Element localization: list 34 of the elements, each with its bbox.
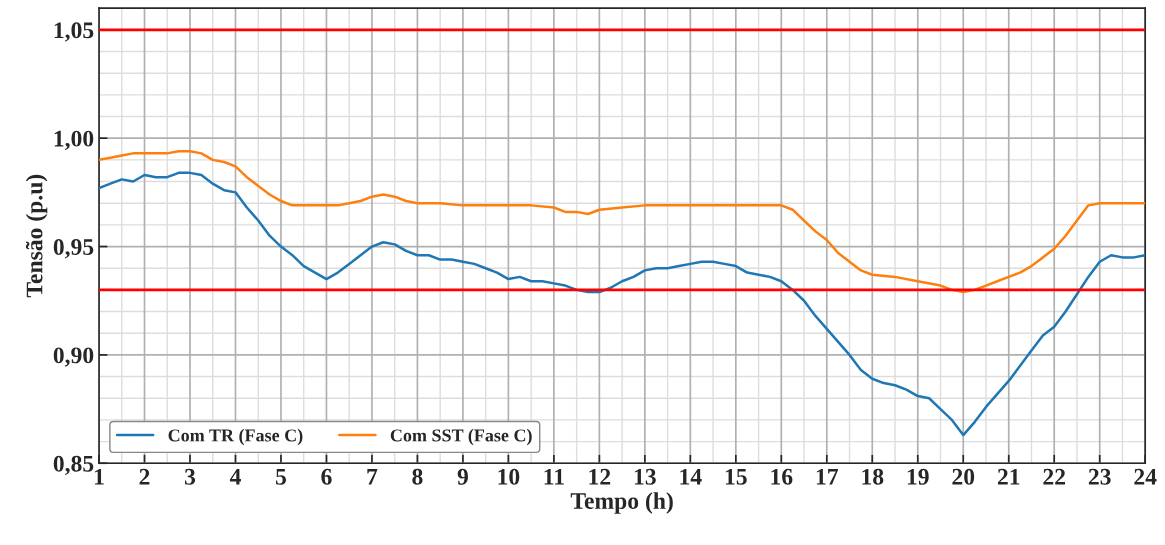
x-tick-label: 17 <box>816 468 839 485</box>
x-tick-label: 16 <box>771 468 793 485</box>
x-tick-label: 3 <box>184 468 196 485</box>
x-tick-label: 6 <box>321 468 332 485</box>
y-tick-label: 0,85 <box>53 455 94 476</box>
y-axis-title: Tensão (p.u) <box>25 174 48 298</box>
legend-label: Com TR (Fase C) <box>168 428 303 446</box>
x-tick-label: 9 <box>457 468 468 485</box>
x-tick-label: 4 <box>229 468 241 485</box>
x-tick-label: 2 <box>139 468 150 485</box>
x-tick-label: 14 <box>680 468 702 485</box>
x-tick-label: 21 <box>997 468 1020 485</box>
x-tick-label: 11 <box>544 468 564 485</box>
x-tick-label: 18 <box>862 468 884 485</box>
x-tick-label: 5 <box>276 469 287 485</box>
line-series <box>99 149 1146 294</box>
x-axis-title: Tempo (h) <box>570 492 673 514</box>
x-tick-label: 22 <box>1043 468 1066 485</box>
x-tick-label: 23 <box>1088 468 1111 485</box>
x-tick-label: 12 <box>589 468 611 485</box>
x-tick-label: 15 <box>725 468 747 485</box>
y-tick-label: 0,90 <box>53 347 94 367</box>
y-tick-label: 1,05 <box>54 22 94 42</box>
x-tick-label: 19 <box>907 468 929 485</box>
x-tick-label: 10 <box>498 468 520 485</box>
x-tick-label: 8 <box>412 468 423 485</box>
y-tick-label: 1,00 <box>54 130 94 151</box>
x-tick-label: 7 <box>367 469 378 485</box>
x-tick-label: 1 <box>95 468 104 485</box>
x-tick-label: 20 <box>952 468 975 485</box>
x-tick-label: 24 <box>1134 468 1157 485</box>
x-tick-label: 13 <box>634 468 656 485</box>
y-tick-label: 0,95 <box>53 239 94 259</box>
legend-label: Com SST (Fase C) <box>390 428 532 446</box>
